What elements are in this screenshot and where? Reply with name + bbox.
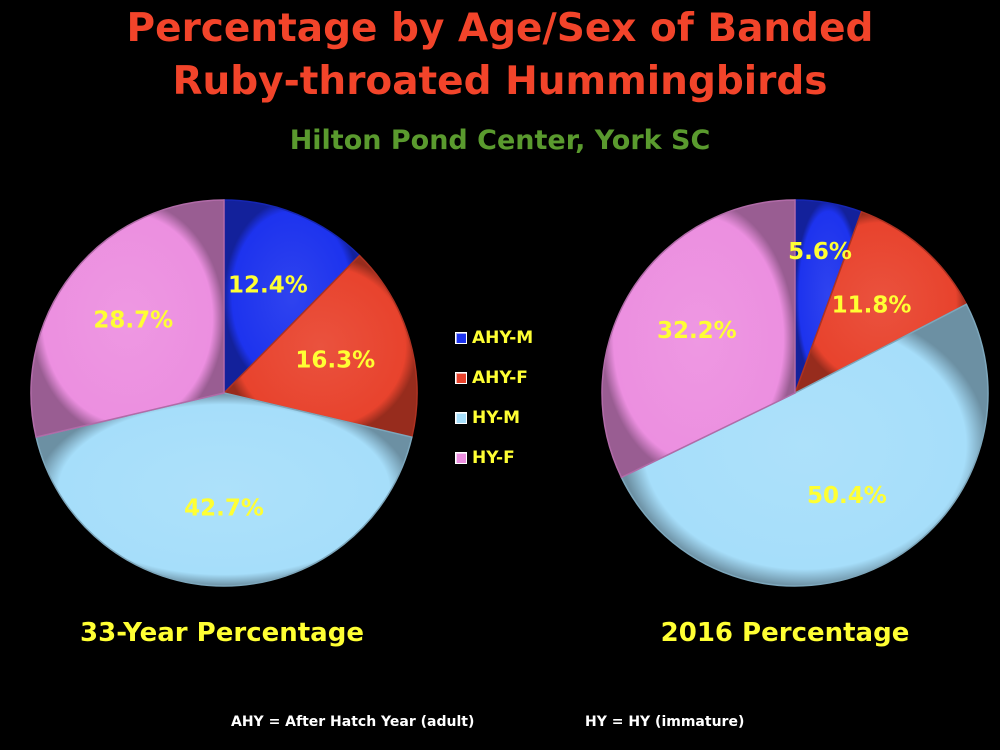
legend-label: HY-F [472, 448, 515, 468]
pie-data-label: 32.2% [657, 318, 737, 344]
legend-swatch [455, 372, 467, 384]
pie-chart-2016: 5.6% 11.8% 50.4% 32.2% [601, 199, 989, 587]
legend-swatch [455, 332, 467, 344]
pie-data-label: 28.7% [93, 308, 173, 334]
pie-slice-ahy-f [793, 210, 968, 395]
pie-data-label: 16.3% [295, 347, 375, 373]
chart-title-line1: Percentage by Age/Sex of Banded [126, 6, 874, 51]
pie-caption-2016: 2016 Percentage [660, 618, 910, 648]
pie-slice-hy-m [35, 392, 413, 587]
pie-data-label: 42.7% [184, 495, 264, 521]
legend-label: AHY-F [472, 368, 528, 388]
chart-title-line2: Ruby-throated Hummingbirds [172, 59, 828, 104]
pie-slice-ahy-m [223, 199, 361, 395]
legend-swatch [455, 412, 467, 424]
legend-item-ahy-m: AHY-M [455, 326, 533, 350]
legend-label: HY-M [472, 408, 521, 428]
pie-data-label: 5.6% [788, 239, 852, 265]
footnote-hy: HY = HY (immature) [585, 714, 745, 730]
pie-slice-hy-f [30, 199, 225, 439]
pie-caption-33-year: 33-Year Percentage [80, 618, 364, 648]
pie-slice-ahy-f [222, 254, 418, 439]
legend-item-hy-m: HY-M [455, 406, 533, 430]
legend-item-hy-f: HY-F [455, 446, 533, 470]
legend-label: AHY-M [472, 328, 534, 348]
pie-slice-hy-m [620, 303, 989, 587]
legend: AHY-M AHY-F HY-M HY-F [455, 326, 533, 486]
footnote-ahy: AHY = After Hatch Year (adult) [231, 714, 475, 730]
pie-slice-hy-f [601, 199, 796, 479]
legend-swatch [455, 452, 467, 464]
legend-item-ahy-f: AHY-F [455, 366, 533, 390]
chart-subtitle: Hilton Pond Center, York SC [289, 125, 711, 156]
pie-data-label: 12.4% [228, 272, 308, 298]
pie-data-label: 50.4% [807, 483, 887, 509]
pie-data-label: 11.8% [832, 293, 912, 319]
pie-chart-33-year: 12.4% 16.3% 42.7% 28.7% [30, 199, 418, 587]
